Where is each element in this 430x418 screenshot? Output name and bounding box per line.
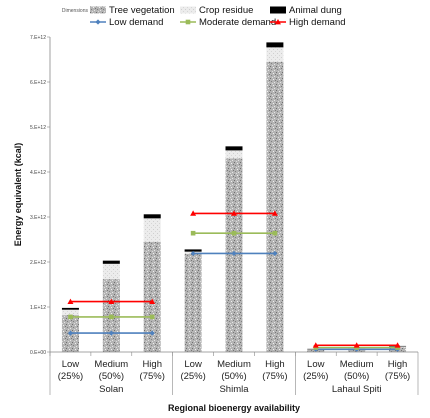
legend-marker-high-demand [275,19,281,25]
moderate-demand-marker [68,314,73,320]
high-demand-marker [231,210,237,216]
bar-tree-vegetation [184,253,202,352]
x-tick-label: (25%) [303,371,328,382]
bar-tree-vegetation [143,241,161,352]
axes: 0.E+00 1.E+12 2.E+12 3.E+12 4.E+12 5.E+12 6.E+… [13,35,419,413]
x-tick-label: (50%) [344,371,369,382]
high-demand-marker [312,342,319,348]
moderate-demand-marker [109,314,114,320]
bar-crop-residue [61,309,79,316]
y-tick-label: 1.E+12 [30,305,46,311]
y-tick-label: 7.E+12 [30,35,46,41]
high-demand-marker [149,298,156,304]
group-label: Solan [99,384,123,395]
bar-crop-residue [266,47,284,62]
x-tick-label: Medium [340,359,374,370]
x-tick-label: High [265,359,285,370]
legend-label-crop-residue: Crop residue [199,5,253,16]
high-demand-marker [190,210,197,216]
legend-label-animal-dung: Animal dung [289,5,342,16]
plot-area [61,42,407,352]
x-tick-label: High [142,359,162,370]
legend-swatch-animal-dung [270,6,286,14]
high-demand-marker [394,342,401,348]
x-tick-label: (25%) [180,371,205,382]
y-tick-label: 5.E+12 [30,125,46,131]
moderate-demand-marker [231,230,237,236]
y-tick-label: 4.E+12 [30,170,46,176]
high-demand-marker [108,298,115,304]
legend-swatch-tree-vegetation [90,6,106,14]
bar-animal-dung [225,146,243,151]
low-demand-marker [149,330,155,336]
high-demand-marker [271,210,278,216]
x-tick-label: (50%) [221,371,246,382]
x-tick-label: Medium [94,359,128,370]
y-tick-label: 6.E+12 [30,80,46,86]
bar-crop-residue [143,218,161,242]
group-label: Lahaul Spiti [332,384,382,395]
x-tick-label: Low [184,359,202,370]
low-demand-marker [67,330,74,336]
bar-crop-residue [225,150,243,159]
bar-animal-dung [61,307,79,310]
low-demand-marker [108,330,114,336]
bar-animal-dung [102,260,120,264]
high-demand-marker [67,298,74,304]
legend-label-low-demand: Low demand [109,17,163,28]
low-demand-marker [272,250,278,257]
legend-marker-moderate-demand [185,19,191,25]
y-tick-label: 3.E+12 [30,215,46,221]
legend-marker-low-demand [95,19,101,25]
bar-tree-vegetation [266,61,284,352]
bar-animal-dung [184,249,202,252]
x-tick-label: Low [62,359,80,370]
x-tick-label: Medium [217,359,251,370]
high-demand-marker [353,342,360,348]
legend-label-high-demand: High demand [289,17,346,28]
x-tick-label: (75%) [262,371,287,382]
bar-crop-residue [102,263,120,280]
low-demand-marker [231,250,237,257]
x-tick-label: (50%) [99,371,124,382]
x-axis-title: Regional bioenergy availability [168,403,300,413]
bar-animal-dung [266,42,284,48]
group-label: Shimla [219,384,249,395]
x-tick-label: Low [307,359,325,370]
moderate-demand-marker [149,314,155,320]
moderate-demand-marker [190,230,196,236]
legend-label-tree-vegetation: Tree vegetation [109,5,175,16]
x-tick-label: (25%) [58,371,83,382]
x-tick-label: (75%) [385,371,410,382]
low-demand-marker [190,250,196,257]
legend-prefix: Dimensions [62,8,89,14]
x-tick-label: (75%) [140,371,165,382]
y-tick-label: 0.E+00 [30,350,46,356]
moderate-demand-marker [272,230,278,236]
bar-animal-dung [143,214,161,219]
legend: Dimensions Tree vegetation Crop residue Ani… [62,5,346,28]
y-axis-title: Energy equivalent (kcal) [13,143,23,247]
legend-swatch-crop-residue [180,6,196,14]
x-tick-label: High [388,359,408,370]
legend-label-moderate-demand: Moderate demand [199,17,276,28]
y-tick-label: 2.E+12 [30,260,46,266]
